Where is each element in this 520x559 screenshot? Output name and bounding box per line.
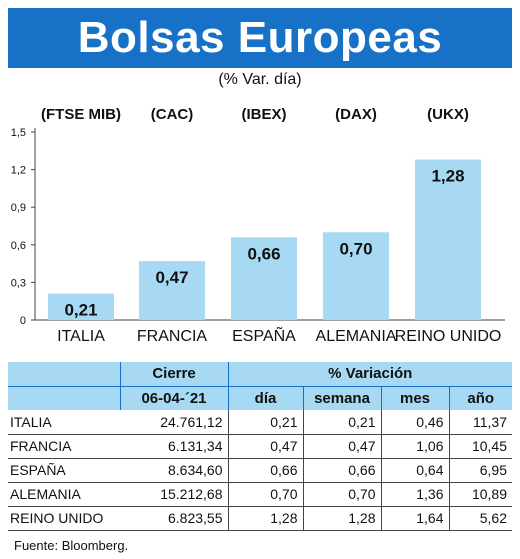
table-subheader-row: 06-04-´21 día semana mes año xyxy=(8,386,512,410)
table-row: ESPAÑA 8.634,60 0,66 0,66 0,64 6,95 xyxy=(8,458,512,483)
subheader-anio: año xyxy=(448,386,512,410)
subheader-date: 06-04-´21 xyxy=(119,386,228,410)
table-header-row: Cierre % Variación xyxy=(8,362,512,387)
bar-value-label: 1,28 xyxy=(431,167,464,186)
data-table: Cierre % Variación 06-04-´21 día semana … xyxy=(8,362,512,531)
row-mes: 0,46 xyxy=(380,410,449,435)
bar-value-label: 0,21 xyxy=(64,301,97,320)
index-label: (CAC) xyxy=(151,106,194,123)
row-anio: 5,62 xyxy=(448,506,512,531)
bar xyxy=(231,237,297,320)
header-variacion: % Variación xyxy=(227,362,512,387)
row-cierre: 8.634,60 xyxy=(120,458,228,483)
index-label: (DAX) xyxy=(335,106,377,123)
header-cierre: Cierre xyxy=(119,362,228,387)
bar-chart: 0 0,3 0,6 0,9 1,2 1,5 0,21 ITALIA (FTSE MIB) 0,47… xyxy=(11,106,505,345)
row-semana: 0,47 xyxy=(302,434,381,459)
row-dia: 0,21 xyxy=(227,410,303,435)
bar-value-label: 0,66 xyxy=(247,244,280,263)
chart-subtitle: (% Var. día) xyxy=(218,71,302,88)
row-dia: 0,70 xyxy=(227,482,303,507)
category-label: ALEMANIA xyxy=(316,328,397,345)
row-dia: 1,28 xyxy=(227,506,303,531)
category-label: REINO UNIDO xyxy=(395,328,502,345)
row-anio: 11,37 xyxy=(448,410,512,435)
table-row: ITALIA 24.761,12 0,21 0,21 0,46 11,37 xyxy=(8,410,512,435)
y-tick-label: 0,3 xyxy=(11,277,26,289)
subheader-blank xyxy=(8,386,120,410)
table-row: ALEMANIA 15.212,68 0,70 0,70 1,36 10,89 xyxy=(8,482,512,507)
row-mes: 1,06 xyxy=(380,434,449,459)
row-name: ESPAÑA xyxy=(8,458,120,483)
row-cierre: 15.212,68 xyxy=(120,482,228,507)
bar xyxy=(323,232,389,320)
bar xyxy=(139,261,205,320)
row-cierre: 6.131,34 xyxy=(120,434,228,459)
row-dia: 0,66 xyxy=(227,458,303,483)
row-dia: 0,47 xyxy=(227,434,303,459)
y-tick-label: 1,5 xyxy=(11,127,26,139)
index-label: (IBEX) xyxy=(242,106,287,123)
subheader-dia: día xyxy=(227,386,303,410)
y-tick-label: 0,6 xyxy=(11,240,26,252)
row-semana: 0,70 xyxy=(302,482,381,507)
bar-value-label: 0,47 xyxy=(155,268,188,287)
row-anio: 10,45 xyxy=(448,434,512,459)
category-label: FRANCIA xyxy=(137,328,208,345)
row-name: ITALIA xyxy=(8,410,120,435)
table-row: FRANCIA 6.131,34 0,47 0,47 1,06 10,45 xyxy=(8,434,512,459)
y-tick-label: 0,9 xyxy=(11,202,26,214)
row-semana: 0,21 xyxy=(302,410,381,435)
row-name: FRANCIA xyxy=(8,434,120,459)
row-cierre: 6.823,55 xyxy=(120,506,228,531)
row-anio: 10,89 xyxy=(448,482,512,507)
row-anio: 6,95 xyxy=(448,458,512,483)
bar xyxy=(415,159,481,320)
bar xyxy=(48,293,114,320)
source-note: Fuente: Bloomberg. xyxy=(14,538,129,553)
index-label: (FTSE MIB) xyxy=(41,106,121,123)
row-name: ALEMANIA xyxy=(8,482,120,507)
row-semana: 1,28 xyxy=(302,506,381,531)
chart-title: Bolsas Europeas xyxy=(8,8,512,68)
row-cierre: 24.761,12 xyxy=(120,410,228,435)
y-tick-label: 0 xyxy=(20,315,26,327)
row-semana: 0,66 xyxy=(302,458,381,483)
row-mes: 1,64 xyxy=(380,506,449,531)
index-label: (UKX) xyxy=(427,106,469,123)
subheader-semana: semana xyxy=(302,386,381,410)
row-name: REINO UNIDO xyxy=(8,506,120,531)
subheader-mes: mes xyxy=(380,386,449,410)
table-row: REINO UNIDO 6.823,55 1,28 1,28 1,64 5,62 xyxy=(8,506,512,531)
row-mes: 1,36 xyxy=(380,482,449,507)
category-label: ITALIA xyxy=(57,328,105,345)
header-blank xyxy=(8,362,120,387)
y-tick-label: 1,2 xyxy=(11,165,26,177)
category-label: ESPAÑA xyxy=(232,325,296,345)
bar-value-label: 0,70 xyxy=(339,239,372,258)
row-mes: 0,64 xyxy=(380,458,449,483)
